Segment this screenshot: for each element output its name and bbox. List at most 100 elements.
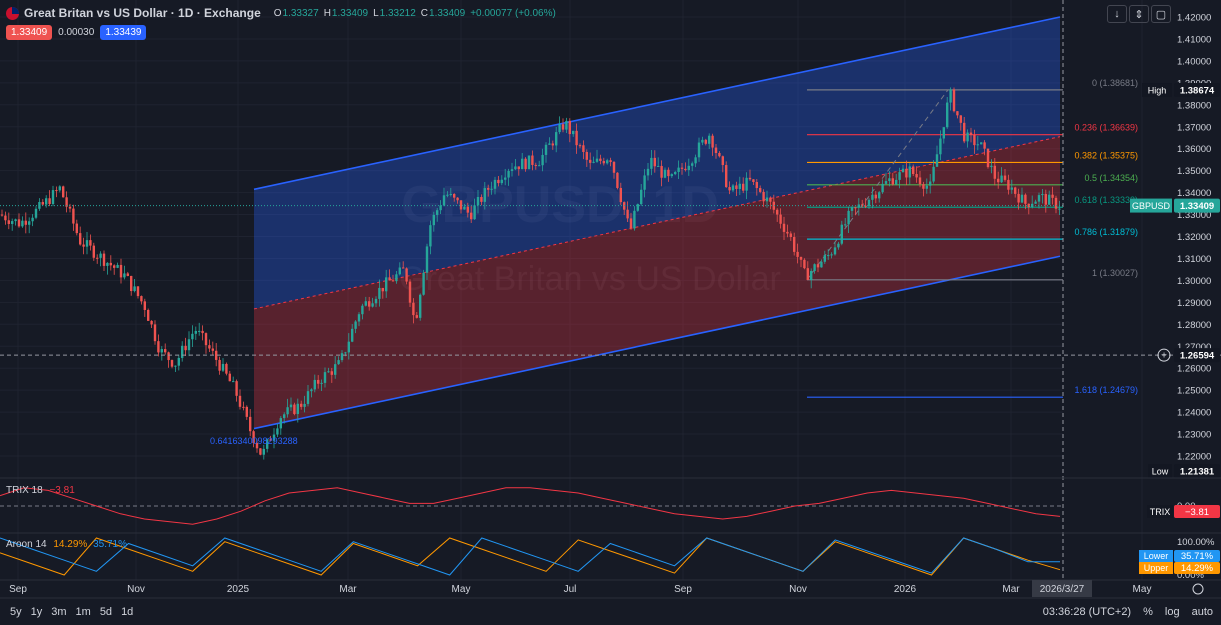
fullscreen-icon[interactable]: ▢ xyxy=(1151,5,1171,23)
candle-body xyxy=(1034,201,1037,204)
low-label: L xyxy=(373,7,379,19)
candle-body xyxy=(300,403,303,407)
candle-body xyxy=(276,428,279,435)
candle-body xyxy=(31,217,34,222)
auto-toggle[interactable]: auto xyxy=(1191,605,1213,618)
y-tick-5: 1.37000 xyxy=(1177,122,1211,133)
candle-body xyxy=(466,206,469,213)
candle-body xyxy=(827,255,830,257)
candle-body xyxy=(575,130,578,146)
fib-label-3: 0.5 (1.34354) xyxy=(1084,173,1138,183)
range-1y[interactable]: 1y xyxy=(30,605,43,618)
candle-body xyxy=(238,395,242,407)
log-toggle[interactable]: log xyxy=(1164,605,1180,618)
candle-body xyxy=(487,188,490,190)
range-3m[interactable]: 3m xyxy=(51,605,67,618)
candle-body xyxy=(850,207,854,211)
range-5d[interactable]: 5d xyxy=(99,605,113,618)
expand-icon[interactable]: ⇕ xyxy=(1129,5,1149,23)
candle-body xyxy=(303,403,306,407)
candle-body xyxy=(459,200,463,210)
candle-body xyxy=(504,177,507,180)
candle-body xyxy=(283,414,286,419)
candle-body xyxy=(925,185,928,189)
candle-body xyxy=(21,220,24,227)
crosshair-price-tag-bg xyxy=(1174,348,1220,363)
candle-body xyxy=(616,172,619,188)
aroon-label: Aroon 14 xyxy=(6,539,47,550)
candle-body xyxy=(697,142,701,158)
y-tick-1: 1.41000 xyxy=(1177,34,1211,45)
symbol-tag-label: GBPUSD xyxy=(1132,201,1171,211)
fib-label-0: 0 (1.38681) xyxy=(1092,78,1138,88)
candle-body xyxy=(714,147,718,154)
candle-body xyxy=(816,264,820,268)
symbol-title[interactable]: Great Britan vs US Dollar · 1D · Exchang… xyxy=(24,6,261,20)
aroon-lower-line xyxy=(0,537,1060,576)
range-5y[interactable]: 5y xyxy=(10,605,22,618)
candle-body xyxy=(935,154,939,167)
candle-body xyxy=(119,264,123,278)
candle-body xyxy=(966,132,969,142)
candle-body xyxy=(823,255,826,262)
candle-body xyxy=(772,201,775,210)
watermark-symbol: GBPUSD, 1D xyxy=(401,176,719,234)
candle-body xyxy=(490,188,493,190)
candle-body xyxy=(521,158,524,170)
candle-body xyxy=(259,448,262,455)
candle-body xyxy=(643,175,646,190)
candle-body xyxy=(62,186,65,198)
candle-body xyxy=(347,341,350,353)
range-1m[interactable]: 1m xyxy=(75,605,91,618)
x-tick-9: Mar xyxy=(1002,584,1020,595)
candle-body xyxy=(748,177,752,180)
candle-body xyxy=(901,168,905,173)
range-1d[interactable]: 1d xyxy=(121,605,134,618)
candle-body xyxy=(663,169,667,178)
aroon-lower-tag-value: 35.71% xyxy=(1181,551,1214,562)
candle-body xyxy=(820,261,823,268)
candle-body xyxy=(463,206,466,210)
candle-body xyxy=(949,89,952,103)
candle-body xyxy=(456,197,459,201)
candle-body xyxy=(170,360,174,367)
candle-body xyxy=(391,280,395,282)
sell-button[interactable]: 1.33409 xyxy=(6,25,53,40)
low-tag-label: Low xyxy=(1152,467,1169,477)
clock[interactable]: 03:36:28 (UTC+2) xyxy=(1042,605,1132,618)
candle-body xyxy=(242,406,245,408)
candle-body xyxy=(473,205,476,220)
candle-body xyxy=(782,223,786,232)
candle-body xyxy=(181,345,184,358)
candle-body xyxy=(548,143,551,145)
add-alert-plus: + xyxy=(1161,351,1167,362)
candle-body xyxy=(310,389,313,392)
candle-body xyxy=(126,273,129,276)
x-tick-7: Nov xyxy=(789,584,807,595)
settings-gear-icon xyxy=(1192,583,1204,595)
candle-body xyxy=(368,301,371,307)
candle-body xyxy=(45,198,48,205)
candle-body xyxy=(313,379,316,390)
y-tick-7: 1.35000 xyxy=(1177,166,1211,177)
percent-toggle[interactable]: % xyxy=(1143,605,1153,618)
x-tick-2: 2025 xyxy=(227,584,250,595)
candle-body xyxy=(432,214,435,226)
candle-body xyxy=(102,253,106,266)
candle-body xyxy=(752,179,755,183)
candle-body xyxy=(514,166,517,170)
candle-body xyxy=(541,154,544,166)
aroon-upper-value: 14.29% xyxy=(53,539,88,550)
buy-button[interactable]: 1.33439 xyxy=(100,25,147,40)
candle-body xyxy=(759,188,762,192)
arrow-down-icon[interactable]: ↓ xyxy=(1107,5,1127,23)
candle-body xyxy=(929,181,932,186)
candle-body xyxy=(653,157,656,167)
fib-label-6: 1 (1.30027) xyxy=(1092,268,1138,278)
candle-body xyxy=(976,144,979,146)
candle-body xyxy=(993,165,996,179)
candle-body xyxy=(249,416,252,432)
candle-body xyxy=(891,178,894,185)
candle-body xyxy=(534,164,537,166)
